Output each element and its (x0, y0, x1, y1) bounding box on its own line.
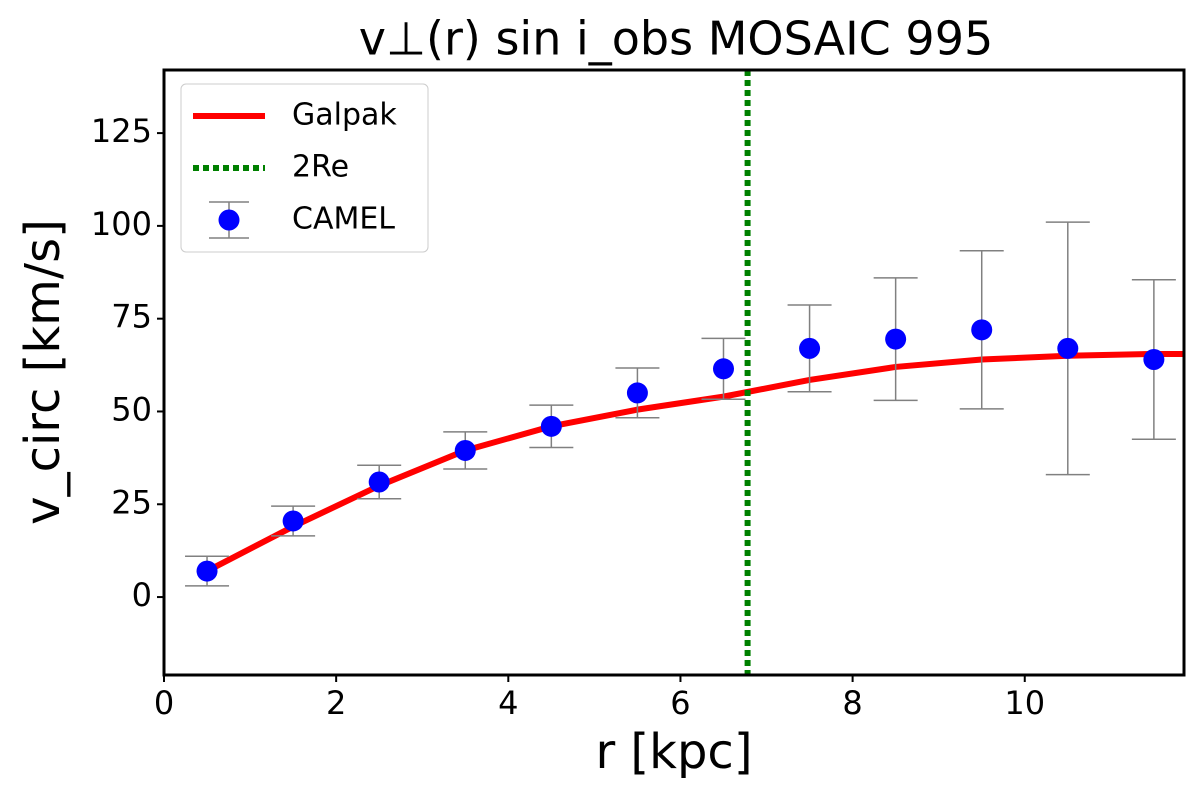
y-tick-label: 0 (132, 576, 152, 614)
data-point (885, 328, 907, 350)
plot-frame (162, 68, 1186, 677)
x-tick-label: 6 (670, 684, 690, 722)
data-point (454, 439, 476, 461)
y-tick-label: 100 (91, 205, 152, 243)
chart-title: v⊥(r) sin i_obs MOSAIC 995 (359, 12, 993, 66)
legend-swatch (218, 209, 240, 231)
x-tick-label: 4 (498, 684, 518, 722)
x-tick-label: 0 (154, 684, 174, 722)
y-tick-label: 125 (91, 112, 152, 150)
data-point (626, 382, 648, 404)
y-tick-label: 75 (111, 298, 152, 336)
y-tick-label: 25 (111, 483, 152, 521)
data-point (196, 560, 218, 582)
legend-box (180, 83, 429, 253)
x-tick-label: 10 (1004, 684, 1045, 722)
x-tick-label: 8 (842, 684, 862, 722)
legend-label: 2Re (292, 150, 349, 185)
data-point (1057, 337, 1079, 359)
data-point (282, 510, 304, 532)
data-point (799, 337, 821, 359)
legend-label: CAMEL (292, 202, 395, 237)
x-axis-label: r [kpc] (595, 724, 752, 780)
legend-label: Galpak (292, 98, 397, 133)
data-point (712, 358, 734, 380)
y-axis-label: v_circ [km/s] (15, 219, 71, 525)
galpak-line (205, 350, 1184, 574)
data-point (971, 319, 993, 341)
data-point (1143, 349, 1165, 371)
data-point (368, 471, 390, 493)
x-tick-label: 2 (326, 684, 346, 722)
y-tick-label: 50 (111, 390, 152, 428)
data-point (540, 415, 562, 437)
